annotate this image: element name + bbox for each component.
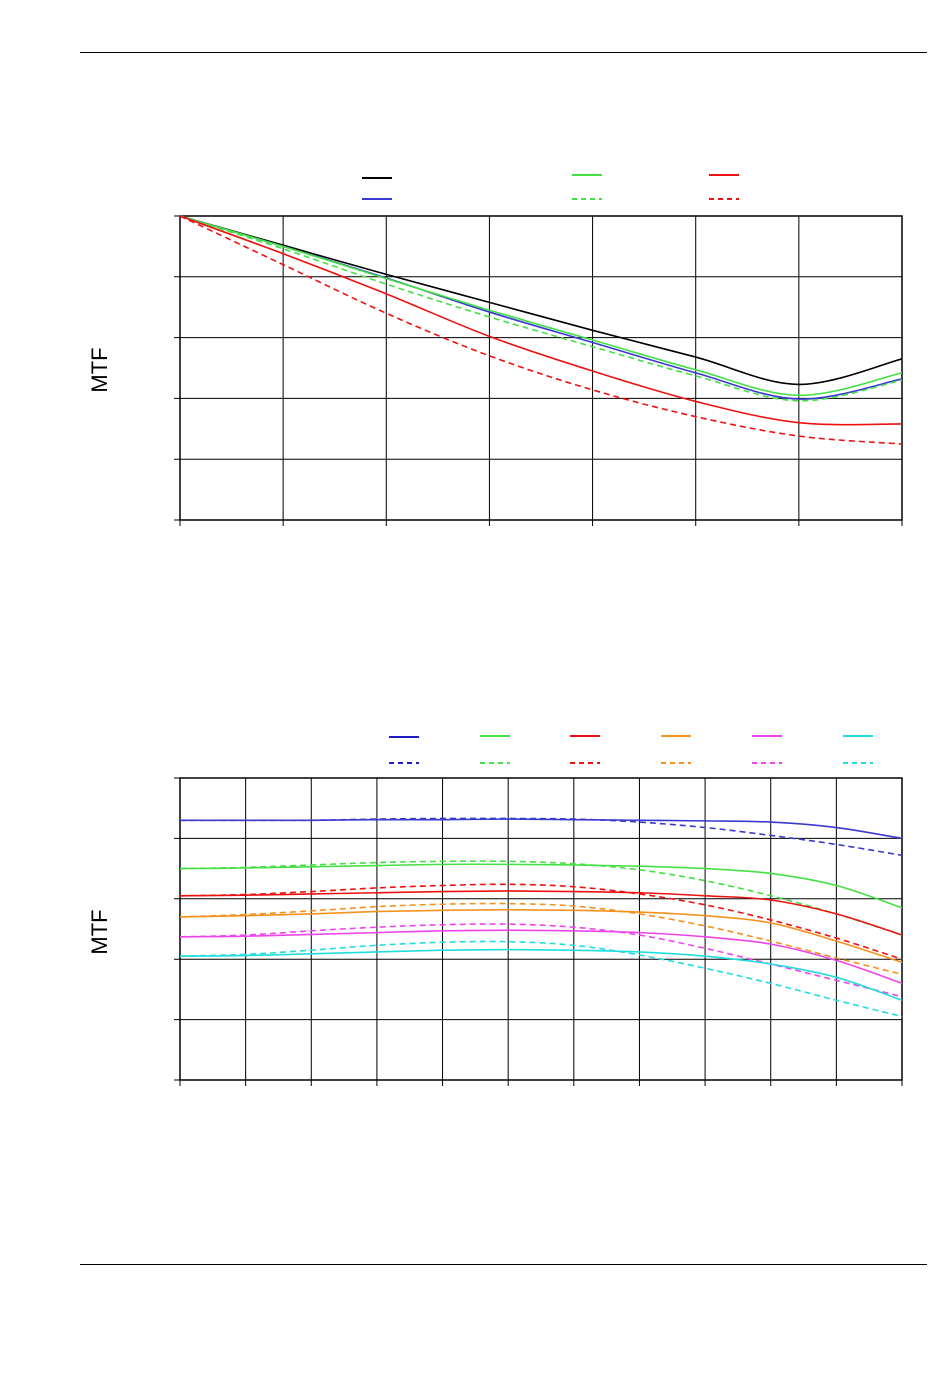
series-line-dashed (179, 883, 903, 960)
header-rule (80, 52, 927, 53)
series-line (179, 215, 903, 400)
legend-2 (389, 735, 873, 764)
plot-area (174, 777, 903, 1086)
mtf-chart-1: MTF (87, 174, 903, 526)
series-line-dashed (179, 902, 903, 976)
mtf-chart-2: MTF (87, 735, 903, 1086)
series-line-dashed (179, 215, 903, 445)
series-line (179, 215, 903, 426)
series-line-dashed (179, 215, 903, 402)
series-line (179, 890, 903, 936)
plot-frame (179, 215, 903, 521)
footer-rule (80, 1264, 927, 1265)
series-line (179, 948, 903, 1002)
series-line-dashed (179, 817, 903, 857)
plot-frame (179, 777, 903, 1081)
legend-1 (362, 174, 739, 200)
series-line-dashed (179, 940, 903, 1018)
y-axis-label: MTF (87, 909, 112, 954)
series-line-dashed (179, 860, 903, 936)
series-line (179, 215, 903, 397)
series-line (179, 215, 903, 386)
plot-area (174, 215, 903, 526)
series-line (179, 929, 903, 985)
series-line (179, 908, 903, 963)
y-axis-label: MTF (87, 347, 112, 392)
series-line (179, 818, 903, 840)
series-line (179, 863, 903, 909)
